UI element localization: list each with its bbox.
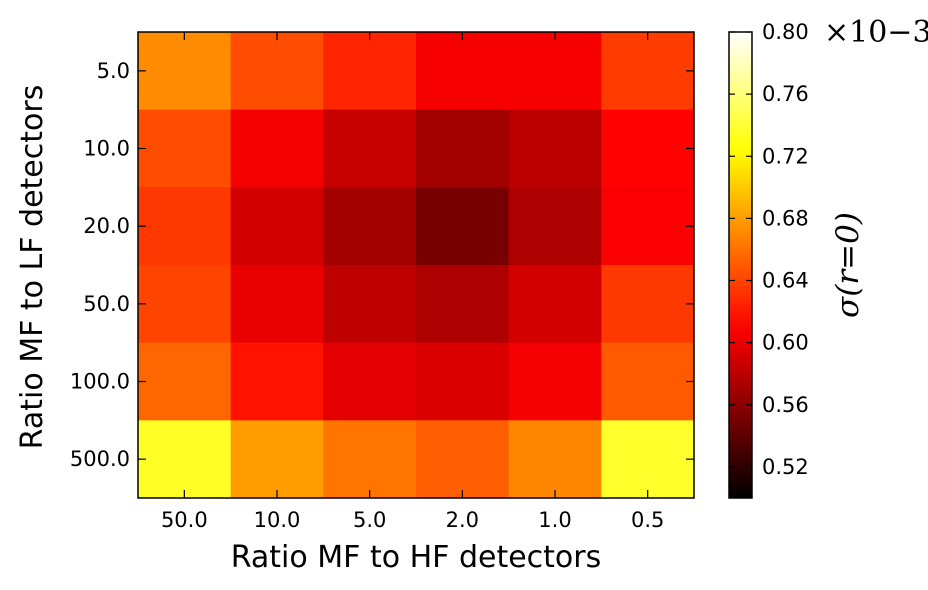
colorbar-label: σ(r=0) bbox=[830, 212, 866, 318]
heatmap-cell bbox=[230, 265, 324, 344]
y-tick-label: 50.0 bbox=[83, 292, 130, 316]
heatmap-cell bbox=[138, 32, 232, 111]
x-axis-ticks: 50.0 10.0 5.0 2.0 1.0 0.5 bbox=[161, 32, 664, 532]
colorbar-tick-label: 0.52 bbox=[762, 455, 809, 479]
colorbar bbox=[728, 31, 753, 499]
heatmap-cell bbox=[230, 109, 324, 188]
colorbar-ticks: 0.52 0.56 0.60 0.64 0.68 0.72 0.76 0.80 bbox=[729, 20, 809, 479]
y-tick-label: 10.0 bbox=[83, 137, 130, 161]
y-axis-ticks: 5.0 10.0 20.0 50.0 100.0 500.0 bbox=[70, 59, 694, 471]
heatmap-cell bbox=[323, 265, 417, 344]
x-tick-label: 2.0 bbox=[446, 508, 479, 532]
heatmap-cell bbox=[323, 420, 417, 499]
heatmap-cell bbox=[323, 109, 417, 188]
heatmap-cell bbox=[230, 342, 324, 421]
heatmap-cell bbox=[508, 265, 602, 344]
y-tick-label: 20.0 bbox=[83, 214, 130, 238]
heatmap-cell bbox=[230, 420, 324, 499]
heatmap-cell bbox=[601, 265, 695, 344]
heatmap-cell bbox=[508, 420, 602, 499]
colorbar-tick-label: 0.80 bbox=[762, 20, 809, 44]
x-tick-label: 10.0 bbox=[254, 508, 301, 532]
colorbar-tick-label: 0.64 bbox=[762, 269, 809, 293]
heatmap-cell bbox=[601, 420, 695, 499]
colorbar-tick-label: 0.68 bbox=[762, 206, 809, 230]
heatmap-cell bbox=[508, 187, 602, 266]
y-tick-label: 500.0 bbox=[70, 447, 130, 471]
x-tick-label: 0.5 bbox=[631, 508, 664, 532]
colorbar-tick-label: 0.56 bbox=[762, 393, 809, 417]
x-tick-label: 1.0 bbox=[538, 508, 571, 532]
heatmap-cell bbox=[416, 342, 510, 421]
heatmap-cell bbox=[138, 342, 232, 421]
heatmap-cell bbox=[416, 187, 510, 266]
heatmap-cell bbox=[138, 265, 232, 344]
heatmap-cell bbox=[138, 187, 232, 266]
heatmap-cell bbox=[230, 32, 324, 111]
heatmap-cell bbox=[508, 342, 602, 421]
heatmap-cell bbox=[508, 109, 602, 188]
x-tick-label: 50.0 bbox=[161, 508, 208, 532]
colorbar-tick-label: 0.60 bbox=[762, 331, 809, 355]
heatmap-cell bbox=[323, 342, 417, 421]
y-axis-label: Ratio MF to LF detectors bbox=[15, 85, 50, 450]
heatmap-cell bbox=[323, 32, 417, 111]
heatmap-cell bbox=[508, 32, 602, 111]
y-tick-label: 5.0 bbox=[97, 59, 130, 83]
heatmap-cells bbox=[138, 32, 695, 499]
heatmap-cell bbox=[416, 420, 510, 499]
heatmap-cell bbox=[601, 32, 695, 111]
x-axis-label: Ratio MF to HF detectors bbox=[231, 540, 602, 575]
heatmap-cell bbox=[416, 265, 510, 344]
colorbar-offset-label: ×10−3 bbox=[824, 15, 928, 50]
heatmap-cell bbox=[138, 109, 232, 188]
heatmap-cell bbox=[416, 32, 510, 111]
plot-frame bbox=[137, 31, 695, 499]
colorbar-tick-label: 0.72 bbox=[762, 144, 809, 168]
heatmap-cell bbox=[601, 109, 695, 188]
heatmap-cell bbox=[601, 342, 695, 421]
heatmap-cell bbox=[138, 420, 232, 499]
y-tick-label: 100.0 bbox=[70, 370, 130, 394]
x-tick-label: 5.0 bbox=[353, 508, 386, 532]
heatmap-cell bbox=[230, 187, 324, 266]
heatmap-cell bbox=[323, 187, 417, 266]
colorbar-tick-label: 0.76 bbox=[762, 82, 809, 106]
heatmap-cell bbox=[601, 187, 695, 266]
heatmap-cell bbox=[416, 109, 510, 188]
